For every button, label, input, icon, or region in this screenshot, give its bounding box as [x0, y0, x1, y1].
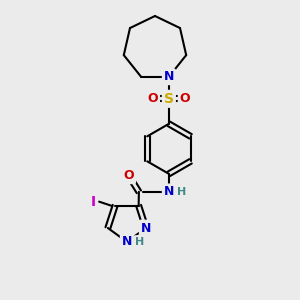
Text: N: N [141, 221, 151, 235]
Text: O: O [124, 169, 134, 182]
Text: O: O [180, 92, 190, 105]
Text: N: N [164, 185, 174, 198]
Text: N: N [122, 235, 132, 248]
Text: H: H [177, 187, 187, 197]
Text: S: S [164, 92, 174, 106]
Text: O: O [148, 92, 158, 105]
Text: H: H [135, 237, 145, 247]
Text: N: N [164, 70, 174, 83]
Text: I: I [91, 195, 96, 209]
